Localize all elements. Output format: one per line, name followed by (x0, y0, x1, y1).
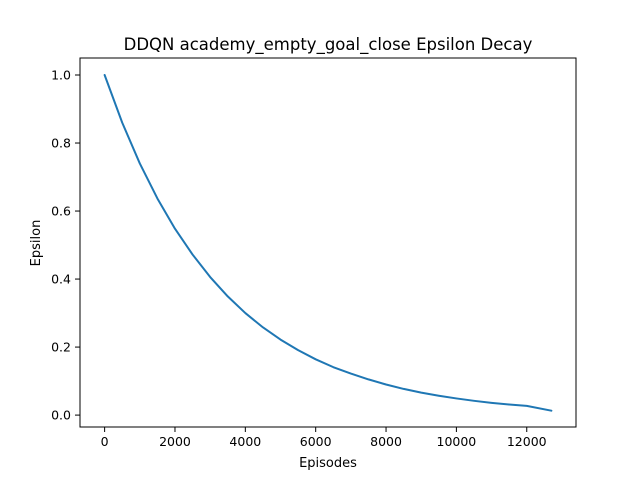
y-tick-label: 0.4 (51, 272, 71, 287)
y-axis-label: Epsilon (29, 220, 44, 267)
plot-area (79, 57, 577, 428)
y-tick-label: 0.8 (51, 136, 71, 151)
y-tick-label: 0.6 (51, 204, 71, 219)
series-layer (103, 74, 553, 412)
x-axis: 0 2000 4000 6000 8000 10000 12000 (101, 427, 547, 449)
x-tick-label: 12000 (507, 434, 547, 449)
series-line (103, 74, 553, 412)
x-tick-label: 0 (101, 434, 109, 449)
x-tick-label: 4000 (229, 434, 261, 449)
x-tick-label: 6000 (300, 434, 332, 449)
chart-title: DDQN academy_empty_goal_close Epsilon De… (124, 35, 533, 55)
x-tick-label: 10000 (437, 434, 477, 449)
y-axis: 0.0 0.2 0.4 0.6 0.8 1.0 (51, 68, 80, 423)
y-tick-label: 1.0 (51, 68, 71, 83)
x-tick-label: 8000 (370, 434, 402, 449)
y-tick-label: 0.0 (51, 408, 71, 423)
y-tick-label: 0.2 (51, 340, 71, 355)
x-tick-label: 2000 (159, 434, 191, 449)
x-axis-label: Episodes (299, 456, 357, 471)
